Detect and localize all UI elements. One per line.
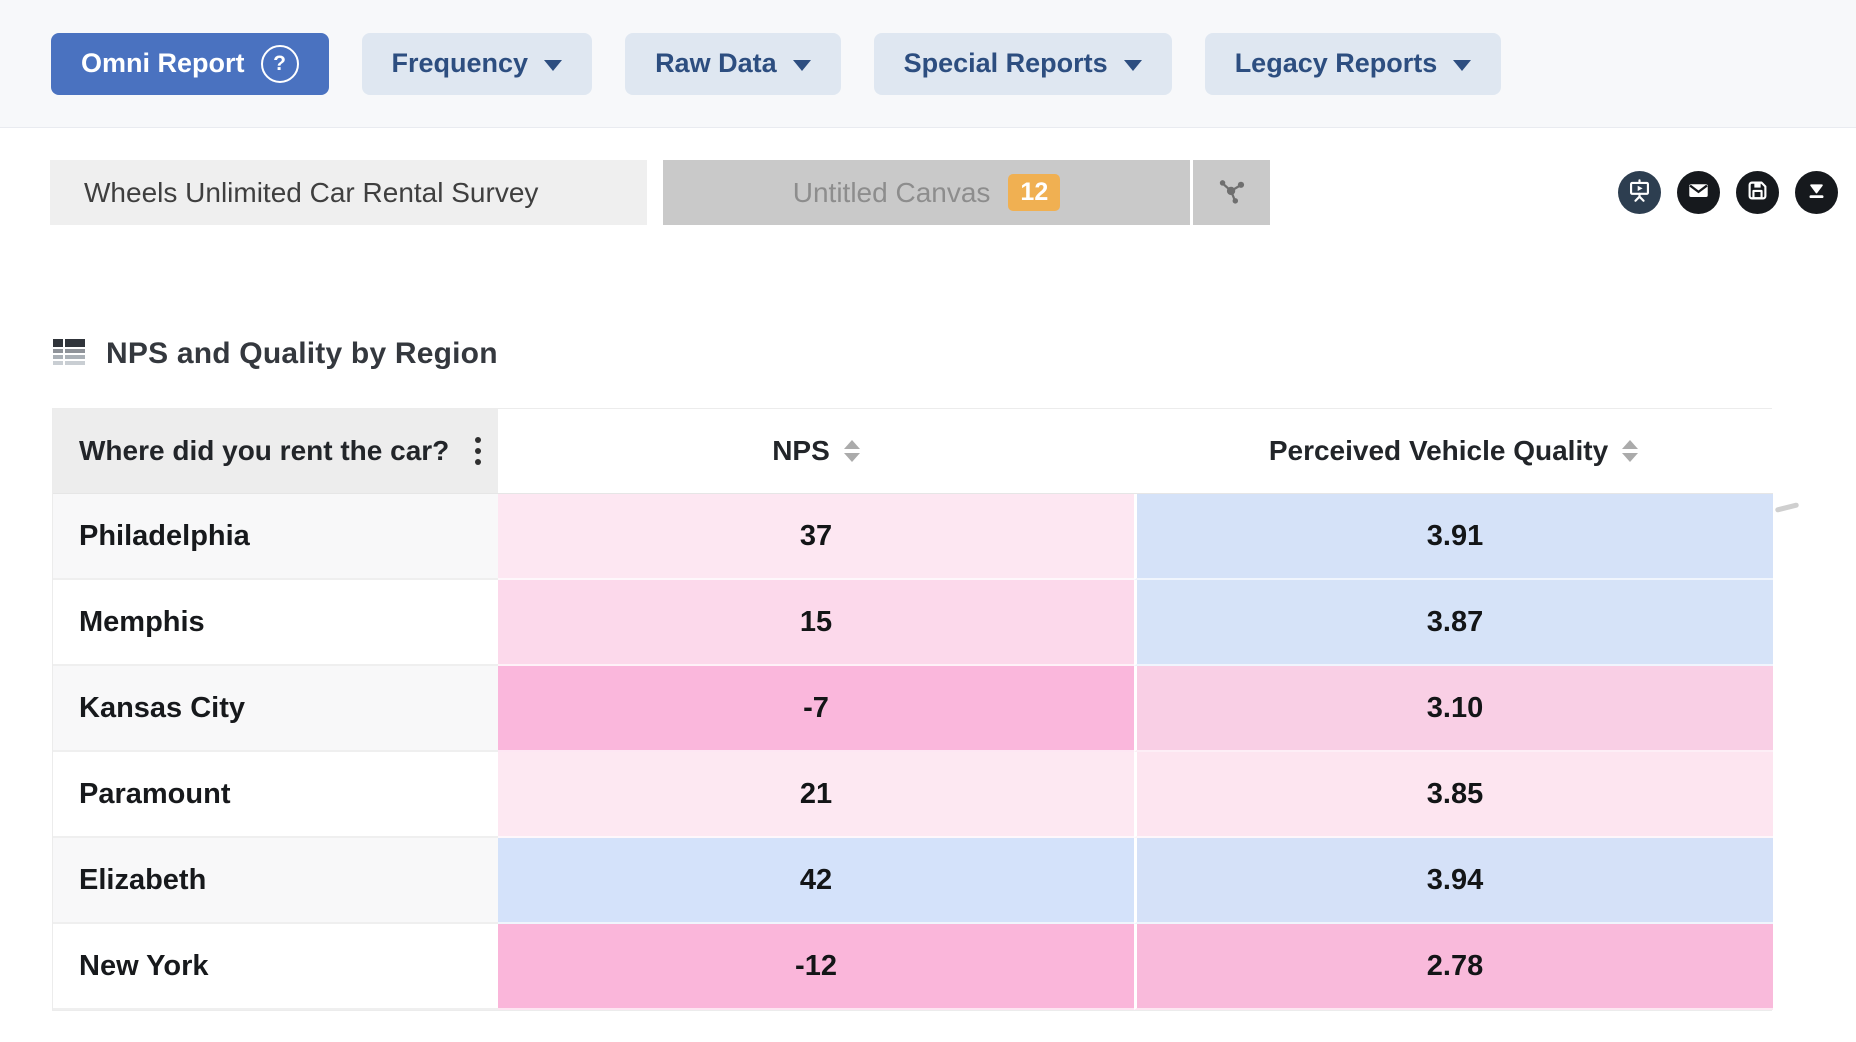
quality-value-cell: 3.94 (1134, 838, 1773, 924)
quality-value-cell: 2.78 (1134, 924, 1773, 1010)
quality-value-cell: 3.87 (1134, 580, 1773, 666)
quality-value-cell: 3.91 (1134, 494, 1773, 580)
report-action-icons (1618, 160, 1838, 225)
canvas-tabbar: Wheels Unlimited Car Rental Survey Untit… (50, 160, 1838, 225)
help-icon[interactable]: ? (260, 44, 299, 83)
chevron-down-icon (544, 59, 563, 71)
nps-value-cell: 42 (498, 838, 1134, 924)
tab-survey-label: Wheels Unlimited Car Rental Survey (84, 176, 539, 208)
download-icon (1803, 177, 1830, 209)
nps-value-cell: 37 (498, 494, 1134, 580)
download-button[interactable] (1795, 171, 1838, 214)
save-button[interactable] (1736, 171, 1779, 214)
canvas-count-badge: 12 (1008, 174, 1061, 211)
tabbar-spacer (1270, 160, 1618, 225)
raw-data-menu-label: Raw Data (655, 48, 777, 78)
report-title-row: NPS and Quality by Region (52, 336, 498, 371)
presentation-icon (1626, 177, 1653, 209)
column-header-region[interactable]: Where did you rent the car? (53, 409, 498, 494)
quality-value-cell: 3.85 (1134, 752, 1773, 838)
omni-report-button[interactable]: Omni Report ? (51, 32, 329, 95)
presentation-button[interactable] (1618, 171, 1661, 214)
frequency-menu-button[interactable]: Frequency (361, 32, 593, 95)
top-toolbar: Omni Report ? Frequency Raw Data Special… (0, 0, 1856, 128)
column-header-quality-label: Perceived Vehicle Quality (1268, 435, 1609, 466)
email-button[interactable] (1677, 171, 1720, 214)
chevron-down-icon (1453, 59, 1472, 71)
nps-value-cell: -7 (498, 666, 1134, 752)
special-reports-menu-label: Special Reports (903, 48, 1108, 78)
column-header-nps[interactable]: NPS (498, 409, 1134, 494)
region-cell: Memphis (53, 580, 498, 666)
scroll-indicator[interactable] (1774, 502, 1800, 513)
chevron-down-icon (1123, 59, 1142, 71)
nps-value-cell: 15 (498, 580, 1134, 666)
raw-data-menu-button[interactable]: Raw Data (625, 32, 841, 95)
sort-icon[interactable] (843, 440, 860, 462)
special-reports-menu-button[interactable]: Special Reports (873, 32, 1172, 95)
email-icon (1685, 177, 1712, 209)
save-icon (1744, 177, 1771, 209)
tab-untitled-canvas[interactable]: Untitled Canvas 12 (663, 160, 1190, 225)
kebab-menu-icon[interactable] (469, 431, 487, 471)
quality-value-cell: 3.10 (1134, 666, 1773, 752)
region-cell: Kansas City (53, 666, 498, 752)
chevron-down-icon (792, 59, 811, 71)
tab-canvas-label: Untitled Canvas (792, 176, 991, 208)
region-cell: Paramount (53, 752, 498, 838)
nps-value-cell: -12 (498, 924, 1134, 1010)
region-cell: Philadelphia (53, 494, 498, 580)
legacy-reports-menu-label: Legacy Reports (1234, 48, 1438, 78)
report-table: Where did you rent the car? NPS Perceive… (52, 408, 1773, 1011)
region-cell: Elizabeth (53, 838, 498, 924)
page-title: NPS and Quality by Region (106, 336, 498, 370)
table-report-icon (52, 336, 86, 371)
column-header-region-label: Where did you rent the car? (79, 435, 450, 466)
canvas-share-tab[interactable] (1193, 160, 1270, 225)
column-header-nps-label: NPS (772, 435, 830, 466)
sort-icon[interactable] (1622, 440, 1639, 462)
tab-survey[interactable]: Wheels Unlimited Car Rental Survey (50, 160, 647, 225)
region-cell: New York (53, 924, 498, 1010)
network-share-icon (1215, 173, 1249, 212)
omni-report-label: Omni Report (81, 48, 245, 78)
frequency-menu-label: Frequency (391, 48, 529, 78)
nps-value-cell: 21 (498, 752, 1134, 838)
column-header-quality[interactable]: Perceived Vehicle Quality (1134, 409, 1773, 494)
legacy-reports-menu-button[interactable]: Legacy Reports (1204, 32, 1502, 95)
